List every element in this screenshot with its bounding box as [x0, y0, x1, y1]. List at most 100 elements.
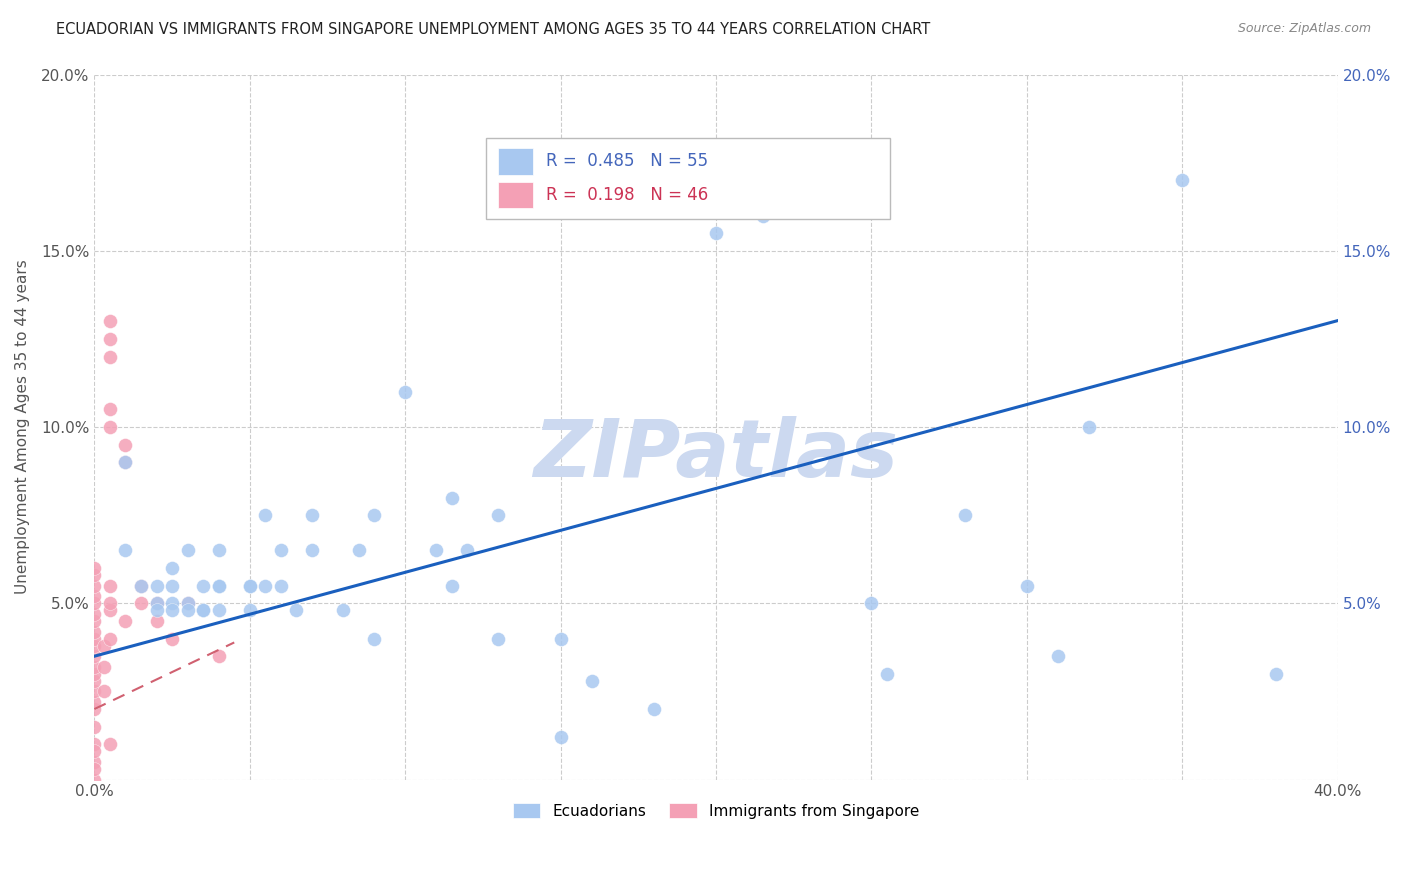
Ecuadorians	[363, 508, 385, 523]
Ecuadorians	[425, 543, 447, 558]
Immigrants from Singapore	[83, 589, 105, 603]
Immigrants from Singapore	[176, 596, 198, 610]
Ecuadorians	[440, 579, 463, 593]
Ecuadorians	[1078, 420, 1101, 434]
Ecuadorians	[160, 579, 183, 593]
FancyBboxPatch shape	[499, 182, 533, 209]
Immigrants from Singapore	[98, 632, 121, 646]
Immigrants from Singapore	[83, 596, 105, 610]
Immigrants from Singapore	[83, 632, 105, 646]
Immigrants from Singapore	[83, 720, 105, 734]
Ecuadorians	[876, 666, 898, 681]
Ecuadorians	[550, 731, 572, 745]
Ecuadorians	[239, 579, 262, 593]
Immigrants from Singapore	[114, 614, 136, 628]
Ecuadorians	[208, 603, 231, 617]
Ecuadorians	[191, 579, 214, 593]
Immigrants from Singapore	[83, 614, 105, 628]
Ecuadorians	[114, 455, 136, 469]
Ecuadorians	[704, 226, 727, 240]
Immigrants from Singapore	[83, 568, 105, 582]
Immigrants from Singapore	[98, 420, 121, 434]
FancyBboxPatch shape	[499, 148, 533, 175]
Ecuadorians	[176, 543, 198, 558]
Immigrants from Singapore	[98, 603, 121, 617]
Immigrants from Singapore	[208, 649, 231, 664]
Immigrants from Singapore	[83, 639, 105, 653]
Ecuadorians	[488, 632, 510, 646]
Immigrants from Singapore	[114, 438, 136, 452]
Immigrants from Singapore	[145, 614, 167, 628]
Text: Source: ZipAtlas.com: Source: ZipAtlas.com	[1237, 22, 1371, 36]
Ecuadorians	[751, 209, 773, 223]
Ecuadorians	[254, 508, 277, 523]
Immigrants from Singapore	[129, 596, 152, 610]
Immigrants from Singapore	[93, 639, 115, 653]
Ecuadorians	[145, 579, 167, 593]
Ecuadorians	[1171, 173, 1194, 187]
Immigrants from Singapore	[83, 744, 105, 758]
Immigrants from Singapore	[83, 624, 105, 639]
Immigrants from Singapore	[83, 702, 105, 716]
Immigrants from Singapore	[98, 314, 121, 328]
Immigrants from Singapore	[98, 596, 121, 610]
Ecuadorians	[456, 543, 478, 558]
Ecuadorians	[301, 543, 323, 558]
Ecuadorians	[208, 579, 231, 593]
Ecuadorians	[239, 603, 262, 617]
Ecuadorians	[176, 596, 198, 610]
Immigrants from Singapore	[83, 666, 105, 681]
Ecuadorians	[270, 543, 292, 558]
Ecuadorians	[643, 702, 665, 716]
Ecuadorians	[332, 603, 354, 617]
Ecuadorians	[1264, 666, 1286, 681]
Immigrants from Singapore	[83, 695, 105, 709]
Ecuadorians	[160, 596, 183, 610]
Ecuadorians	[191, 603, 214, 617]
Immigrants from Singapore	[98, 579, 121, 593]
Immigrants from Singapore	[83, 649, 105, 664]
Text: R =  0.485   N = 55: R = 0.485 N = 55	[546, 153, 707, 170]
Ecuadorians	[394, 384, 416, 399]
Ecuadorians	[488, 508, 510, 523]
Ecuadorians	[285, 603, 308, 617]
Immigrants from Singapore	[83, 673, 105, 688]
Y-axis label: Unemployment Among Ages 35 to 44 years: Unemployment Among Ages 35 to 44 years	[15, 260, 30, 594]
Ecuadorians	[160, 603, 183, 617]
Immigrants from Singapore	[129, 579, 152, 593]
FancyBboxPatch shape	[486, 138, 890, 219]
Ecuadorians	[440, 491, 463, 505]
Ecuadorians	[191, 603, 214, 617]
Immigrants from Singapore	[145, 596, 167, 610]
Immigrants from Singapore	[83, 660, 105, 674]
Immigrants from Singapore	[114, 455, 136, 469]
Immigrants from Singapore	[83, 561, 105, 575]
Immigrants from Singapore	[98, 350, 121, 364]
Immigrants from Singapore	[98, 737, 121, 751]
Ecuadorians	[129, 579, 152, 593]
Immigrants from Singapore	[83, 737, 105, 751]
Immigrants from Singapore	[83, 579, 105, 593]
Immigrants from Singapore	[83, 607, 105, 621]
Text: ZIPatlas: ZIPatlas	[533, 417, 898, 494]
Ecuadorians	[1015, 579, 1038, 593]
Text: ECUADORIAN VS IMMIGRANTS FROM SINGAPORE UNEMPLOYMENT AMONG AGES 35 TO 44 YEARS C: ECUADORIAN VS IMMIGRANTS FROM SINGAPORE …	[56, 22, 931, 37]
Ecuadorians	[145, 596, 167, 610]
Ecuadorians	[208, 543, 231, 558]
Ecuadorians	[114, 543, 136, 558]
Immigrants from Singapore	[83, 684, 105, 698]
Immigrants from Singapore	[83, 762, 105, 776]
Ecuadorians	[953, 508, 976, 523]
Immigrants from Singapore	[160, 632, 183, 646]
Legend: Ecuadorians, Immigrants from Singapore: Ecuadorians, Immigrants from Singapore	[506, 797, 925, 825]
Ecuadorians	[363, 632, 385, 646]
Ecuadorians	[208, 579, 231, 593]
Immigrants from Singapore	[83, 772, 105, 787]
Ecuadorians	[301, 508, 323, 523]
Immigrants from Singapore	[83, 755, 105, 769]
Ecuadorians	[550, 632, 572, 646]
Immigrants from Singapore	[98, 402, 121, 417]
Ecuadorians	[160, 561, 183, 575]
Ecuadorians	[176, 603, 198, 617]
Ecuadorians	[860, 596, 883, 610]
